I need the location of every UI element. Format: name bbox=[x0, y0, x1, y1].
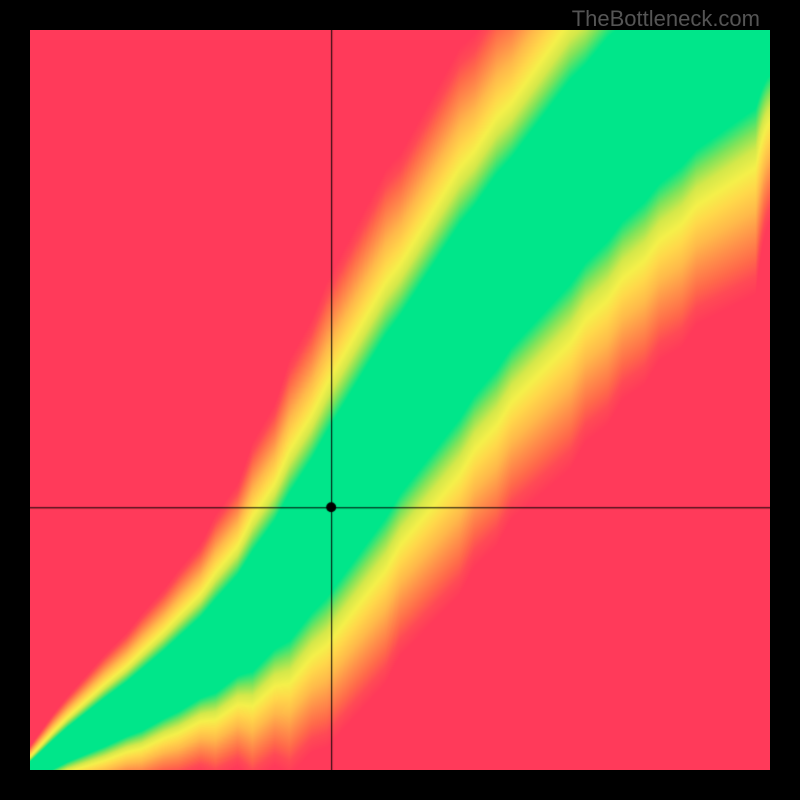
watermark-text: TheBottleneck.com bbox=[572, 6, 760, 32]
chart-container: TheBottleneck.com bbox=[0, 0, 800, 800]
heatmap-canvas bbox=[30, 30, 770, 770]
